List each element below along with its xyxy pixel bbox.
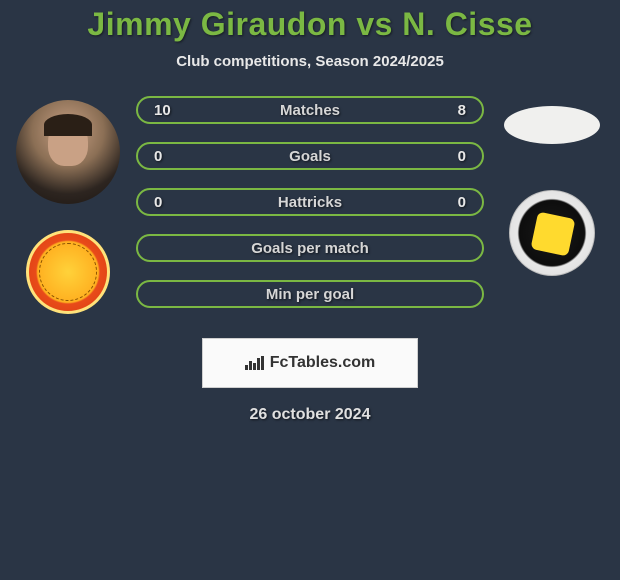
chart-icon bbox=[245, 356, 264, 370]
stat-label: Goals per match bbox=[251, 240, 369, 257]
right-player-avatar bbox=[504, 106, 600, 144]
right-club-badge bbox=[509, 190, 595, 276]
stat-right-value: 0 bbox=[442, 194, 466, 211]
stat-label: Goals bbox=[289, 148, 331, 165]
brand-badge[interactable]: FcTables.com bbox=[202, 338, 418, 388]
date-text: 26 october 2024 bbox=[0, 406, 620, 424]
stat-label: Min per goal bbox=[266, 286, 354, 303]
stats-column: 10 Matches 8 0 Goals 0 0 Hattricks 0 Goa… bbox=[128, 96, 492, 308]
stat-right-value: 0 bbox=[442, 148, 466, 165]
stat-row-goals-per-match: Goals per match bbox=[136, 234, 484, 262]
stat-label: Matches bbox=[280, 102, 340, 119]
left-player-avatar bbox=[16, 100, 120, 204]
comparison-card: Jimmy Giraudon vs N. Cisse Club competit… bbox=[0, 0, 620, 424]
stat-row-hattricks: 0 Hattricks 0 bbox=[136, 188, 484, 216]
page-title: Jimmy Giraudon vs N. Cisse bbox=[0, 6, 620, 43]
stat-left-value: 10 bbox=[154, 102, 178, 119]
subtitle: Club competitions, Season 2024/2025 bbox=[0, 53, 620, 70]
stat-left-value: 0 bbox=[154, 194, 178, 211]
stat-label: Hattricks bbox=[278, 194, 342, 211]
left-player-column bbox=[8, 96, 128, 314]
stat-left-value: 0 bbox=[154, 148, 178, 165]
main-row: 10 Matches 8 0 Goals 0 0 Hattricks 0 Goa… bbox=[0, 96, 620, 314]
right-player-column bbox=[492, 96, 612, 276]
left-club-badge bbox=[26, 230, 110, 314]
stat-row-matches: 10 Matches 8 bbox=[136, 96, 484, 124]
stat-row-goals: 0 Goals 0 bbox=[136, 142, 484, 170]
stat-right-value: 8 bbox=[442, 102, 466, 119]
stat-row-min-per-goal: Min per goal bbox=[136, 280, 484, 308]
brand-text: FcTables.com bbox=[270, 354, 376, 372]
